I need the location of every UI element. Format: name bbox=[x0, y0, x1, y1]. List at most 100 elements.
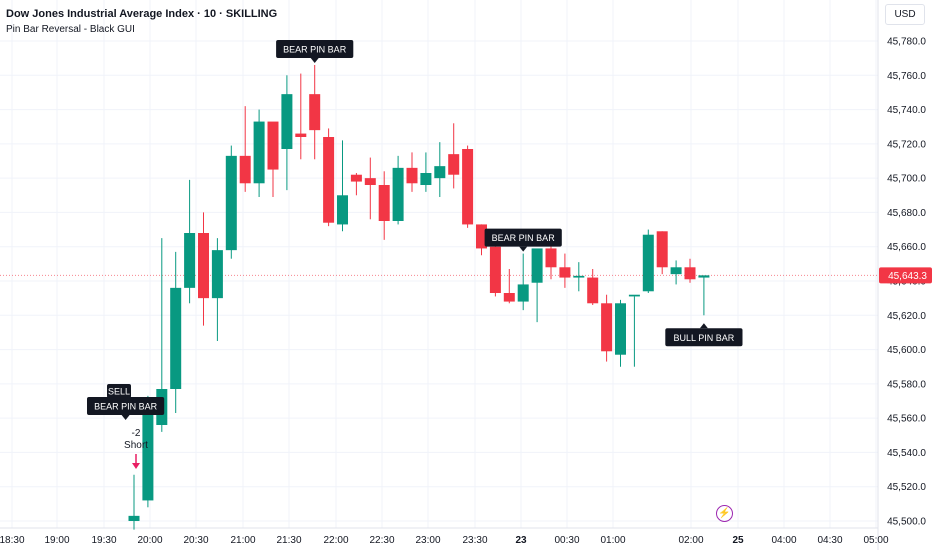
candle[interactable] bbox=[601, 294, 613, 362]
candle[interactable] bbox=[656, 231, 668, 275]
candle-body bbox=[378, 185, 390, 221]
pin-bar-label bbox=[276, 40, 354, 58]
candle[interactable] bbox=[698, 275, 710, 316]
candle[interactable] bbox=[587, 269, 599, 305]
candle-body bbox=[267, 121, 279, 170]
candle[interactable] bbox=[434, 142, 446, 197]
price-tick-label: 45,600.0 bbox=[887, 345, 926, 356]
candle[interactable] bbox=[211, 238, 223, 341]
time-tick-label: 25 bbox=[732, 535, 744, 546]
candle-body bbox=[545, 248, 557, 268]
label-pointer bbox=[519, 246, 528, 252]
candle-body bbox=[198, 233, 209, 299]
price-tick-label: 45,520.0 bbox=[887, 482, 926, 493]
candle[interactable] bbox=[267, 121, 279, 197]
price-tick-label: 45,620.0 bbox=[887, 311, 926, 322]
candle[interactable] bbox=[295, 73, 307, 160]
candle[interactable] bbox=[309, 65, 321, 160]
candle-body bbox=[392, 167, 404, 221]
label-pointer bbox=[310, 58, 319, 63]
candle[interactable] bbox=[503, 269, 515, 304]
time-tick-label: 01:00 bbox=[600, 535, 625, 546]
candle[interactable] bbox=[281, 75, 293, 191]
candle-body bbox=[239, 155, 251, 184]
candle-body bbox=[128, 515, 140, 521]
candle-body bbox=[364, 178, 376, 185]
candle-body bbox=[587, 277, 599, 304]
candle-body bbox=[628, 294, 640, 297]
sell-label-text: SELL bbox=[108, 387, 130, 397]
candle-body bbox=[211, 250, 223, 299]
candle-body bbox=[615, 303, 626, 355]
lightning-icon[interactable]: ⚡ bbox=[716, 505, 733, 522]
sell-label bbox=[107, 384, 131, 398]
candle-body bbox=[684, 267, 696, 280]
pin-bar-label bbox=[484, 228, 562, 247]
candle[interactable] bbox=[337, 140, 348, 232]
label-pointer bbox=[699, 323, 708, 329]
candle[interactable] bbox=[531, 248, 543, 323]
candle[interactable] bbox=[462, 145, 474, 228]
candle[interactable] bbox=[573, 262, 585, 292]
candle[interactable] bbox=[239, 106, 251, 192]
candle[interactable] bbox=[670, 260, 682, 285]
signal-quantity: -2 bbox=[132, 428, 141, 439]
signal-label: Short bbox=[124, 440, 148, 451]
candle[interactable] bbox=[406, 152, 418, 192]
time-tick-label: 04:00 bbox=[771, 535, 796, 546]
time-tick-label: 04:30 bbox=[817, 535, 842, 546]
candle[interactable] bbox=[448, 123, 460, 189]
candle-body bbox=[281, 94, 293, 149]
candle[interactable] bbox=[476, 224, 487, 256]
candle[interactable] bbox=[364, 157, 376, 220]
pin-bar-label bbox=[665, 328, 743, 347]
candle-body bbox=[309, 94, 321, 131]
candle-body bbox=[573, 275, 585, 278]
time-tick-label: 22:00 bbox=[323, 535, 348, 546]
candle[interactable] bbox=[642, 229, 654, 293]
indicator-name[interactable]: Pin Bar Reversal - Black GUI bbox=[6, 24, 135, 35]
pin-bar-label-text: BEAR PIN BAR bbox=[492, 233, 556, 243]
time-tick-label: 20:00 bbox=[137, 535, 162, 546]
candle-body bbox=[323, 137, 335, 223]
price-tick-label: 45,580.0 bbox=[887, 379, 926, 390]
candle-body bbox=[184, 233, 196, 288]
candle-body bbox=[420, 173, 432, 185]
candle[interactable] bbox=[170, 251, 182, 413]
candle[interactable] bbox=[559, 253, 571, 288]
candle[interactable] bbox=[615, 299, 626, 367]
candle[interactable] bbox=[184, 179, 196, 304]
candle[interactable] bbox=[392, 155, 404, 225]
price-tick-label: 45,500.0 bbox=[887, 517, 926, 528]
candle-body bbox=[448, 154, 460, 175]
candle[interactable] bbox=[350, 173, 362, 196]
candle-body bbox=[559, 267, 571, 278]
time-tick-label: 19:30 bbox=[91, 535, 116, 546]
candle[interactable] bbox=[128, 474, 140, 530]
last-price-tag bbox=[879, 267, 932, 284]
candle[interactable] bbox=[378, 171, 390, 240]
time-tick-label: 23 bbox=[515, 535, 527, 546]
candle[interactable] bbox=[420, 152, 432, 192]
candle-body bbox=[601, 303, 613, 352]
time-tick-label: 21:00 bbox=[230, 535, 255, 546]
price-tick-label: 45,540.0 bbox=[887, 448, 926, 459]
candle[interactable] bbox=[517, 253, 529, 311]
candle[interactable] bbox=[323, 128, 335, 227]
candle-body bbox=[476, 224, 487, 249]
candle[interactable] bbox=[684, 258, 696, 283]
candle[interactable] bbox=[545, 243, 557, 280]
candle[interactable] bbox=[198, 212, 209, 326]
price-tick-label: 45,700.0 bbox=[887, 174, 926, 185]
candle[interactable] bbox=[628, 294, 640, 367]
candle[interactable] bbox=[225, 145, 237, 259]
candle-body bbox=[489, 246, 501, 293]
candle-body bbox=[656, 231, 668, 268]
candle-body bbox=[434, 166, 446, 179]
currency-button[interactable]: USD bbox=[885, 4, 925, 25]
candle[interactable] bbox=[253, 109, 265, 197]
short-arrow-icon bbox=[132, 463, 140, 469]
last-price-label: 45,643.3 bbox=[888, 271, 927, 282]
